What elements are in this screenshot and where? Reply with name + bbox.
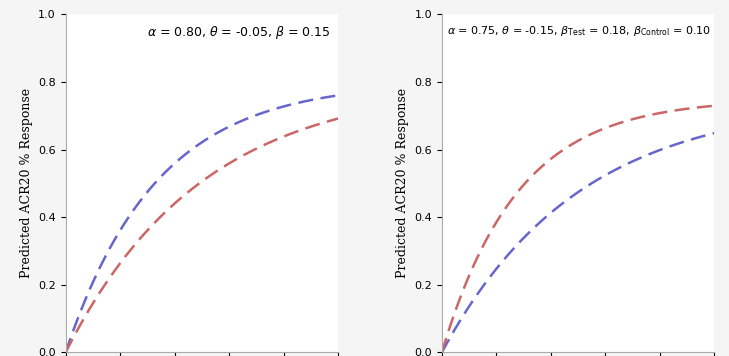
Y-axis label: Predicted ACR20 % Response: Predicted ACR20 % Response — [20, 88, 33, 278]
Y-axis label: Predicted ACR20 % Response: Predicted ACR20 % Response — [396, 88, 409, 278]
Text: $\alpha$ = 0.75, $\theta$ = -0.15, $\beta_{\mathrm{Test}}$ = 0.18, $\beta_{\math: $\alpha$ = 0.75, $\theta$ = -0.15, $\bet… — [448, 25, 712, 38]
Text: $\alpha$ = 0.80, $\theta$ = -0.05, $\beta$ = 0.15: $\alpha$ = 0.80, $\theta$ = -0.05, $\bet… — [147, 25, 331, 41]
